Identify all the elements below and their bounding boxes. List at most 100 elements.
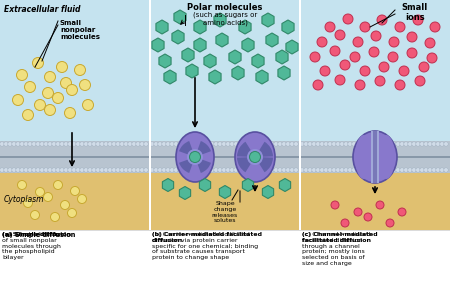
Circle shape bbox=[444, 142, 448, 146]
Circle shape bbox=[290, 142, 294, 146]
Circle shape bbox=[424, 168, 428, 172]
Circle shape bbox=[60, 77, 72, 88]
Circle shape bbox=[100, 142, 104, 146]
Ellipse shape bbox=[353, 131, 397, 183]
Wedge shape bbox=[195, 157, 211, 173]
Polygon shape bbox=[256, 70, 268, 84]
Circle shape bbox=[230, 168, 234, 172]
Circle shape bbox=[112, 142, 116, 146]
Circle shape bbox=[238, 168, 242, 172]
Circle shape bbox=[88, 168, 92, 172]
Circle shape bbox=[384, 142, 388, 146]
Circle shape bbox=[274, 168, 278, 172]
Circle shape bbox=[20, 142, 24, 146]
Circle shape bbox=[380, 168, 384, 172]
Bar bbox=[300, 141, 450, 173]
Polygon shape bbox=[186, 64, 198, 78]
Circle shape bbox=[104, 142, 108, 146]
Polygon shape bbox=[174, 10, 186, 24]
Circle shape bbox=[348, 142, 352, 146]
Circle shape bbox=[335, 75, 345, 85]
Circle shape bbox=[124, 142, 128, 146]
Circle shape bbox=[399, 66, 409, 76]
Polygon shape bbox=[156, 20, 168, 34]
Circle shape bbox=[356, 168, 360, 172]
Circle shape bbox=[324, 142, 328, 146]
Bar bbox=[300, 173, 450, 230]
Circle shape bbox=[170, 142, 174, 146]
Circle shape bbox=[286, 142, 290, 146]
Circle shape bbox=[162, 168, 166, 172]
Circle shape bbox=[336, 168, 340, 172]
Text: (such as sugars or
amino acids): (such as sugars or amino acids) bbox=[193, 12, 257, 26]
Circle shape bbox=[262, 142, 266, 146]
Circle shape bbox=[116, 142, 120, 146]
Circle shape bbox=[116, 168, 120, 172]
Circle shape bbox=[278, 168, 282, 172]
Circle shape bbox=[16, 168, 20, 172]
Circle shape bbox=[320, 66, 330, 76]
Polygon shape bbox=[232, 66, 244, 80]
Circle shape bbox=[226, 168, 230, 172]
Circle shape bbox=[380, 142, 384, 146]
Circle shape bbox=[174, 168, 178, 172]
Polygon shape bbox=[279, 178, 291, 192]
Circle shape bbox=[56, 142, 60, 146]
Circle shape bbox=[40, 168, 44, 172]
Circle shape bbox=[386, 219, 394, 227]
Circle shape bbox=[368, 142, 372, 146]
Circle shape bbox=[194, 168, 198, 172]
Text: (a) Simple diffusion
of small nonpolar
molecules through
the phospholipid
bilaye: (a) Simple diffusion of small nonpolar m… bbox=[2, 232, 63, 260]
Ellipse shape bbox=[235, 132, 275, 182]
Circle shape bbox=[332, 142, 336, 146]
Circle shape bbox=[68, 209, 76, 217]
Polygon shape bbox=[262, 185, 274, 199]
Circle shape bbox=[178, 168, 182, 172]
Circle shape bbox=[310, 52, 320, 62]
Circle shape bbox=[364, 213, 372, 221]
Polygon shape bbox=[282, 20, 294, 34]
Polygon shape bbox=[204, 54, 216, 68]
Circle shape bbox=[45, 105, 55, 116]
Circle shape bbox=[230, 142, 234, 146]
Circle shape bbox=[76, 168, 80, 172]
Circle shape bbox=[332, 168, 336, 172]
Circle shape bbox=[377, 15, 387, 25]
Circle shape bbox=[408, 142, 412, 146]
Text: (c) Channel-mediated
facilitated diffusion
through a channel
protein; mostly ion: (c) Channel-mediated facilitated diffusi… bbox=[302, 232, 370, 266]
Circle shape bbox=[266, 168, 270, 172]
Circle shape bbox=[328, 168, 332, 172]
Circle shape bbox=[313, 80, 323, 90]
Polygon shape bbox=[180, 186, 191, 199]
Circle shape bbox=[416, 142, 420, 146]
Circle shape bbox=[132, 142, 136, 146]
Circle shape bbox=[128, 142, 132, 146]
Circle shape bbox=[50, 213, 59, 221]
Circle shape bbox=[52, 168, 56, 172]
Circle shape bbox=[308, 142, 312, 146]
Polygon shape bbox=[159, 54, 171, 68]
Circle shape bbox=[22, 109, 33, 120]
Circle shape bbox=[413, 15, 423, 25]
Circle shape bbox=[360, 168, 364, 172]
Text: Shape
change
releases
solutes: Shape change releases solutes bbox=[212, 201, 238, 223]
Bar bbox=[0, 0, 150, 141]
Circle shape bbox=[408, 168, 412, 172]
Circle shape bbox=[35, 99, 45, 110]
Circle shape bbox=[274, 142, 278, 146]
Circle shape bbox=[32, 142, 36, 146]
Circle shape bbox=[436, 168, 440, 172]
Circle shape bbox=[36, 188, 45, 196]
Text: Small
ions: Small ions bbox=[402, 3, 428, 22]
Circle shape bbox=[308, 168, 312, 172]
Polygon shape bbox=[164, 70, 176, 84]
Circle shape bbox=[20, 168, 24, 172]
Circle shape bbox=[32, 58, 44, 69]
Circle shape bbox=[432, 142, 436, 146]
Circle shape bbox=[80, 168, 84, 172]
Circle shape bbox=[324, 168, 328, 172]
Bar bbox=[0, 141, 150, 173]
Circle shape bbox=[48, 168, 52, 172]
Circle shape bbox=[316, 168, 320, 172]
Circle shape bbox=[60, 142, 64, 146]
